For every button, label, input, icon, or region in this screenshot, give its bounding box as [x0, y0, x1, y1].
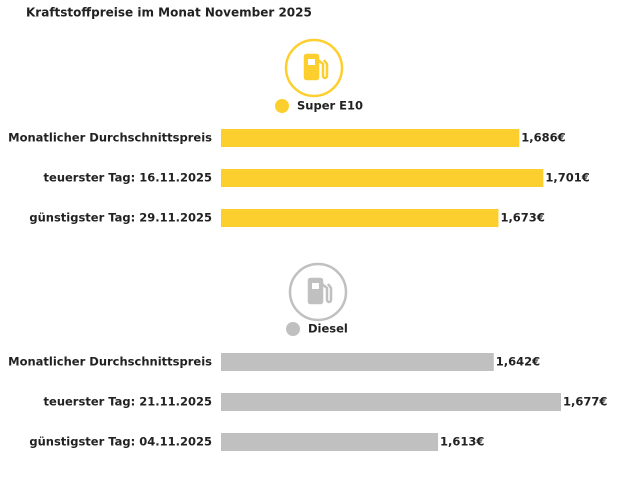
value-label: 1,686€: [521, 131, 565, 145]
value-label: 1,642€: [496, 355, 540, 369]
category-label: teuerster Tag: 16.11.2025: [44, 171, 212, 185]
value-label: 1,673€: [500, 211, 544, 225]
bar: [221, 209, 499, 227]
value-label: 1,701€: [545, 171, 589, 185]
bar: [221, 393, 561, 411]
value-label: 1,613€: [440, 435, 484, 449]
bar: [221, 129, 520, 147]
chart-title: Kraftstoffpreise im Monat November 2025: [26, 6, 312, 20]
value-label: 1,677€: [563, 395, 607, 409]
fuel-icon: [288, 262, 348, 322]
category-label: Monatlicher Durchschnittspreis: [8, 131, 212, 145]
category-label: Monatlicher Durchschnittspreis: [8, 355, 212, 369]
legend-marker: [286, 322, 300, 336]
category-label: günstigster Tag: 29.11.2025: [29, 211, 212, 225]
category-label: teuerster Tag: 21.11.2025: [44, 395, 212, 409]
legend-marker: [275, 99, 289, 113]
bar: [221, 353, 494, 371]
legend-label: Super E10: [297, 99, 363, 113]
bar: [221, 433, 439, 451]
category-label: günstigster Tag: 04.11.2025: [29, 435, 212, 449]
fuel-icon: [284, 38, 344, 98]
legend-label: Diesel: [308, 322, 348, 336]
bar: [221, 169, 544, 187]
